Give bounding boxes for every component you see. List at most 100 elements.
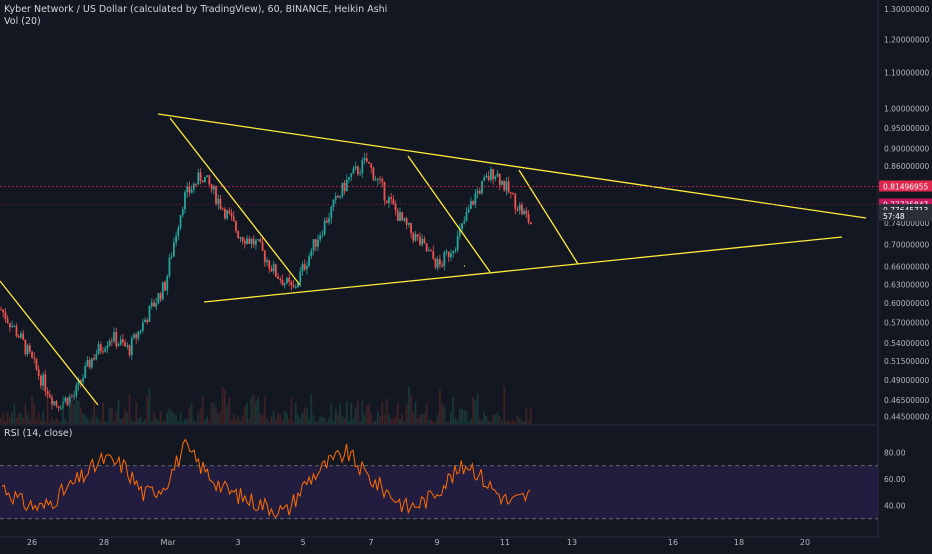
price-badge [879,180,932,192]
candle-body [33,357,36,359]
volume-bar [73,404,76,424]
candle-body [84,366,87,379]
volume-bar [117,399,120,424]
candle-body [509,192,512,194]
volume-bar [261,415,264,424]
price-tick-label: 0.44500000 [884,413,930,422]
time-tick-label: Mar [160,538,176,547]
rsi-indicator-label[interactable]: RSI (14, close) [4,428,73,439]
candle-body [385,200,388,203]
candle-body [175,235,178,243]
volume-bar [2,412,5,424]
volume-bar [24,404,27,424]
volume-bar [106,421,109,424]
trendline [203,236,843,303]
price-tick-label: 0.51500000 [884,357,930,366]
candle-body [128,345,131,356]
candle-body [485,176,488,178]
candle-body [219,198,222,209]
candle-body [15,326,18,337]
time-tick-label: 5 [300,538,305,547]
candle-body [239,237,242,239]
volume-bar [28,419,31,424]
price-tick-label: 0.63000000 [884,280,930,289]
candle-body [419,236,421,245]
candle-body [199,172,202,181]
volume-bar [416,417,419,424]
candle-body [443,252,446,267]
volume-bar [323,418,326,424]
candle-body [155,303,158,307]
volume-bar [354,407,357,424]
time-tick-label: 7 [368,538,373,547]
candle-body [90,358,93,368]
volume-bar [365,404,368,424]
volume-bar [115,411,118,424]
candle-body [290,281,293,286]
volume-bar [248,418,251,424]
candle-body [148,306,151,322]
candle-body [277,276,279,279]
candle-body [436,259,439,268]
volume-bar [314,421,317,424]
candle-body [6,318,9,323]
volume-bar [359,421,361,424]
candle-body [164,282,166,291]
rsi-tick-label: 80.00 [884,449,906,458]
candle-body [135,334,138,339]
volume-indicator-label[interactable]: Vol (20) [4,16,41,27]
volume-bar [487,420,490,424]
candle-body [75,385,78,396]
volume-bar [239,421,242,424]
rsi-tick-label: 60.00 [884,475,906,484]
volume-bar [232,413,235,424]
trendline [157,113,867,219]
candle-body [241,237,244,242]
candle-body [22,333,25,340]
candle-body [195,183,197,185]
candle-body [106,345,109,349]
price-tick-label: 0.54000000 [884,339,930,348]
price-badge-text: 0.81496955 [883,182,929,191]
candle-body [13,326,16,328]
volume-bar [405,403,408,424]
candle-body [447,251,450,258]
volume-bar [252,394,255,424]
volume-bar [337,414,339,424]
volume-bar [192,420,195,424]
volume-bar [301,412,304,424]
volume-bar [348,420,350,424]
volume-bar [266,419,268,424]
volume-bar [161,421,164,424]
volume-bar [461,408,463,424]
candle-body [130,338,133,356]
volume-bar [279,414,282,424]
candle-body [37,369,40,376]
volume-bar [523,421,526,424]
volume-bar [226,406,228,424]
candle-body [266,260,268,263]
volume-bar [443,406,446,424]
volume-bar [434,421,437,424]
volume-bar [17,413,20,424]
candle-body [86,359,89,367]
candle-body [525,210,528,215]
volume-bar [294,402,297,424]
candle-body [177,227,180,236]
candle-body [405,218,408,225]
volume-bar [90,417,93,424]
volume-bar [79,407,82,424]
volume-bar [454,417,457,424]
candle-body [144,319,146,323]
volume-bar [122,417,124,424]
volume-bar [350,403,353,424]
candle-body [110,340,113,342]
volume-bar [20,412,22,424]
volume-bar [223,389,226,424]
volume-bar [308,418,311,424]
symbol-title[interactable]: Kyber Network / US Dollar (calculated by… [4,4,388,15]
volume-bar [48,421,51,424]
candle-body [458,229,461,236]
